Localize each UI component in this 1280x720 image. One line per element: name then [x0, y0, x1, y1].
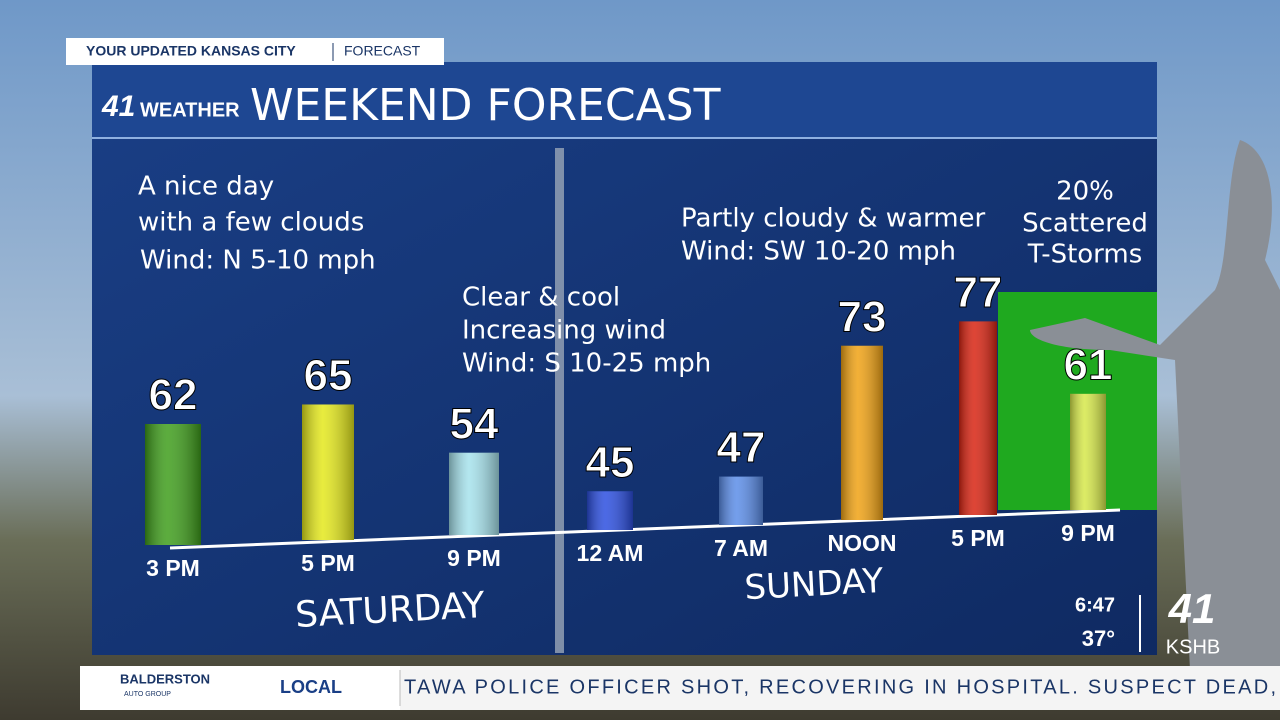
value-label: 47: [717, 423, 766, 472]
day-divider: [555, 148, 564, 653]
bar-shade: [449, 452, 499, 535]
note-line: Wind: S 10-25 mph: [462, 349, 711, 379]
note-line: 20%: [1056, 177, 1114, 207]
x-tick-label: 3 PM: [146, 555, 200, 581]
sponsor: BALDERSTON: [120, 671, 210, 686]
sponsor-box: [80, 666, 400, 710]
value-label: 61: [1064, 340, 1113, 389]
note-line: Wind: SW 10-20 mph: [681, 237, 956, 267]
bar-shade: [719, 476, 763, 525]
value-label: 77: [954, 268, 1003, 317]
bar-shade: [587, 491, 633, 530]
header-tab: [66, 38, 444, 65]
value-label: 54: [450, 399, 499, 448]
x-tick-label: 9 PM: [447, 545, 501, 571]
logo-text: WEATHER: [140, 99, 240, 121]
bar-chart: 62 3 PM 65 5 PM 54 9 PM 45 12 AM 47 7 AM 73 NOON 77 5…: [145, 268, 1121, 581]
header-tab-section: FORECAST: [344, 43, 421, 59]
header-tab-text: YOUR UPDATED KANSAS CITY: [86, 43, 296, 59]
sponsor-sub: AUTO GROUP: [124, 691, 171, 698]
bar-shade: [959, 321, 997, 515]
day-label: SATURDAY: [294, 585, 487, 636]
value-label: 65: [304, 351, 353, 400]
station-number: 41: [1168, 585, 1216, 632]
note-line: Scattered: [1022, 209, 1148, 239]
ticker-label: LOCAL: [280, 677, 342, 697]
title-bar: [92, 62, 1157, 138]
x-tick-label: 5 PM: [951, 525, 1005, 551]
clock: 6:47: [1075, 594, 1115, 616]
x-tick-label: 5 PM: [301, 550, 355, 576]
temperature: 37°: [1082, 626, 1115, 651]
baseline: [169, 508, 1121, 550]
station-name: KSHB: [1166, 636, 1220, 658]
bar-shade: [145, 424, 201, 545]
note-line: Clear & cool: [462, 283, 620, 313]
logo-number: 41: [101, 90, 135, 123]
note-line: Partly cloudy & warmer: [681, 204, 986, 234]
bar-shade: [302, 404, 354, 540]
bar-shade: [841, 345, 883, 520]
value-label: 45: [586, 438, 635, 487]
note-line: Wind: N 5-10 mph: [140, 246, 376, 276]
bar-shade: [1070, 393, 1106, 510]
note-line: T-Storms: [1027, 240, 1143, 270]
x-tick-label: 9 PM: [1061, 520, 1115, 546]
x-tick-label: 7 AM: [714, 535, 768, 561]
note-line: A nice day: [138, 172, 274, 202]
note-line: Increasing wind: [462, 316, 666, 346]
value-label: 73: [838, 292, 887, 341]
day-label: SUNDAY: [744, 561, 885, 608]
value-label: 62: [149, 371, 198, 420]
x-tick-label: 12 AM: [577, 540, 644, 566]
note-line: with a few clouds: [138, 208, 364, 238]
x-tick-label: NOON: [828, 530, 897, 556]
title: WEEKEND FORECAST: [250, 80, 721, 131]
presenter: [1030, 140, 1280, 670]
